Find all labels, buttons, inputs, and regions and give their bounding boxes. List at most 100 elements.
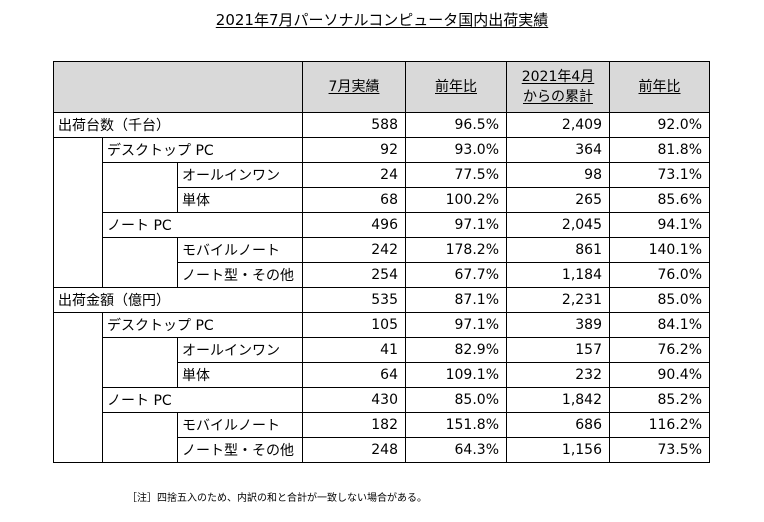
row-label: ノート型・その他: [177, 262, 303, 288]
row-label: 出荷金額（億円）: [53, 287, 303, 313]
cell-v4: 73.5%: [609, 437, 710, 463]
cell-v4: 90.4%: [609, 362, 710, 388]
table-row: モバイルノート 182 151.8% 686 116.2%: [53, 412, 710, 438]
footnote: ［注］四捨五入のため、内訳の和と合計が一致しない場合がある。: [127, 493, 427, 504]
shipment-table: 7月実績 前年比 2021年4月 からの累計 前年比 出荷台数（千台） 588 96…: [53, 61, 710, 463]
cell-v2: 77.5%: [405, 162, 507, 188]
cell-v2: 82.9%: [405, 337, 507, 363]
table-row: 出荷台数（千台） 588 96.5% 2,409 92.0%: [53, 112, 710, 138]
indent-spacer: [102, 237, 178, 263]
cell-v1: 24: [302, 162, 406, 188]
row-label: ノート型・その他: [177, 437, 303, 463]
indent-spacer: [102, 262, 178, 288]
header-cumulative: 2021年4月 からの累計: [506, 61, 610, 113]
cell-v2: 97.1%: [405, 312, 507, 338]
cell-v1: 588: [302, 112, 406, 138]
cell-v4: 76.2%: [609, 337, 710, 363]
indent-spacer: [102, 187, 178, 213]
cell-v1: 535: [302, 287, 406, 313]
cell-v4: 92.0%: [609, 112, 710, 138]
cell-v1: 68: [302, 187, 406, 213]
cell-v4: 84.1%: [609, 312, 710, 338]
cell-v1: 64: [302, 362, 406, 388]
cell-v4: 140.1%: [609, 237, 710, 263]
cell-v3: 1,156: [506, 437, 610, 463]
indent-spacer: [53, 187, 103, 213]
indent-spacer: [102, 337, 178, 363]
header-july-actual: 7月実績: [302, 61, 406, 113]
cell-v3: 364: [506, 137, 610, 163]
table-row: デスクトップ PC 92 93.0% 364 81.8%: [53, 137, 710, 163]
table-row: ノート型・その他 254 67.7% 1,184 76.0%: [53, 262, 710, 288]
header-yoy-2: 前年比: [609, 61, 710, 113]
cell-v3: 157: [506, 337, 610, 363]
cell-v1: 242: [302, 237, 406, 263]
table-row: デスクトップ PC 105 97.1% 389 84.1%: [53, 312, 710, 338]
indent-spacer: [53, 137, 103, 163]
header-blank: [53, 61, 303, 113]
cell-v2: 67.7%: [405, 262, 507, 288]
row-label: デスクトップ PC: [102, 312, 303, 338]
cell-v2: 151.8%: [405, 412, 507, 438]
row-label: オールインワン: [177, 162, 303, 188]
indent-spacer: [53, 237, 103, 263]
cell-v3: 265: [506, 187, 610, 213]
cell-v4: 81.8%: [609, 137, 710, 163]
cell-v1: 430: [302, 387, 406, 413]
cell-v4: 76.0%: [609, 262, 710, 288]
indent-spacer: [53, 312, 103, 338]
indent-spacer: [53, 262, 103, 288]
row-label: モバイルノート: [177, 237, 303, 263]
cell-v4: 73.1%: [609, 162, 710, 188]
table-row: 出荷金額（億円） 535 87.1% 2,231 85.0%: [53, 287, 710, 313]
cell-v2: 93.0%: [405, 137, 507, 163]
table-header-row: 7月実績 前年比 2021年4月 からの累計 前年比: [53, 61, 710, 113]
table-row: ノート型・その他 248 64.3% 1,156 73.5%: [53, 437, 710, 463]
cell-v3: 1,842: [506, 387, 610, 413]
cell-v4: 94.1%: [609, 212, 710, 238]
row-label: ノート PC: [102, 387, 303, 413]
table-row: ノート PC 496 97.1% 2,045 94.1%: [53, 212, 710, 238]
cell-v4: 116.2%: [609, 412, 710, 438]
indent-spacer: [53, 212, 103, 238]
cell-v1: 105: [302, 312, 406, 338]
indent-spacer: [53, 162, 103, 188]
page-title: 2021年7月パーソナルコンピュータ国内出荷実績: [215, 11, 549, 29]
cell-v3: 2,231: [506, 287, 610, 313]
cell-v3: 232: [506, 362, 610, 388]
cell-v2: 96.5%: [405, 112, 507, 138]
indent-spacer: [53, 437, 103, 463]
cell-v1: 248: [302, 437, 406, 463]
cell-v2: 100.2%: [405, 187, 507, 213]
cell-v2: 109.1%: [405, 362, 507, 388]
table-row: モバイルノート 242 178.2% 861 140.1%: [53, 237, 710, 263]
cell-v3: 2,045: [506, 212, 610, 238]
row-label: 出荷台数（千台）: [53, 112, 303, 138]
row-label: 単体: [177, 187, 303, 213]
table-row: 単体 68 100.2% 265 85.6%: [53, 187, 710, 213]
indent-spacer: [53, 387, 103, 413]
table-row: オールインワン 24 77.5% 98 73.1%: [53, 162, 710, 188]
indent-spacer: [53, 412, 103, 438]
table-row: オールインワン 41 82.9% 157 76.2%: [53, 337, 710, 363]
cell-v2: 97.1%: [405, 212, 507, 238]
cell-v2: 64.3%: [405, 437, 507, 463]
cell-v3: 98: [506, 162, 610, 188]
cell-v2: 178.2%: [405, 237, 507, 263]
cell-v1: 254: [302, 262, 406, 288]
cell-v4: 85.0%: [609, 287, 710, 313]
row-label: モバイルノート: [177, 412, 303, 438]
cell-v3: 389: [506, 312, 610, 338]
indent-spacer: [102, 162, 178, 188]
indent-spacer: [102, 412, 178, 438]
cell-v1: 41: [302, 337, 406, 363]
cell-v4: 85.6%: [609, 187, 710, 213]
cell-v3: 1,184: [506, 262, 610, 288]
cell-v2: 87.1%: [405, 287, 507, 313]
cell-v1: 182: [302, 412, 406, 438]
row-label: オールインワン: [177, 337, 303, 363]
indent-spacer: [53, 362, 103, 388]
cell-v1: 496: [302, 212, 406, 238]
cell-v3: 686: [506, 412, 610, 438]
indent-spacer: [53, 337, 103, 363]
